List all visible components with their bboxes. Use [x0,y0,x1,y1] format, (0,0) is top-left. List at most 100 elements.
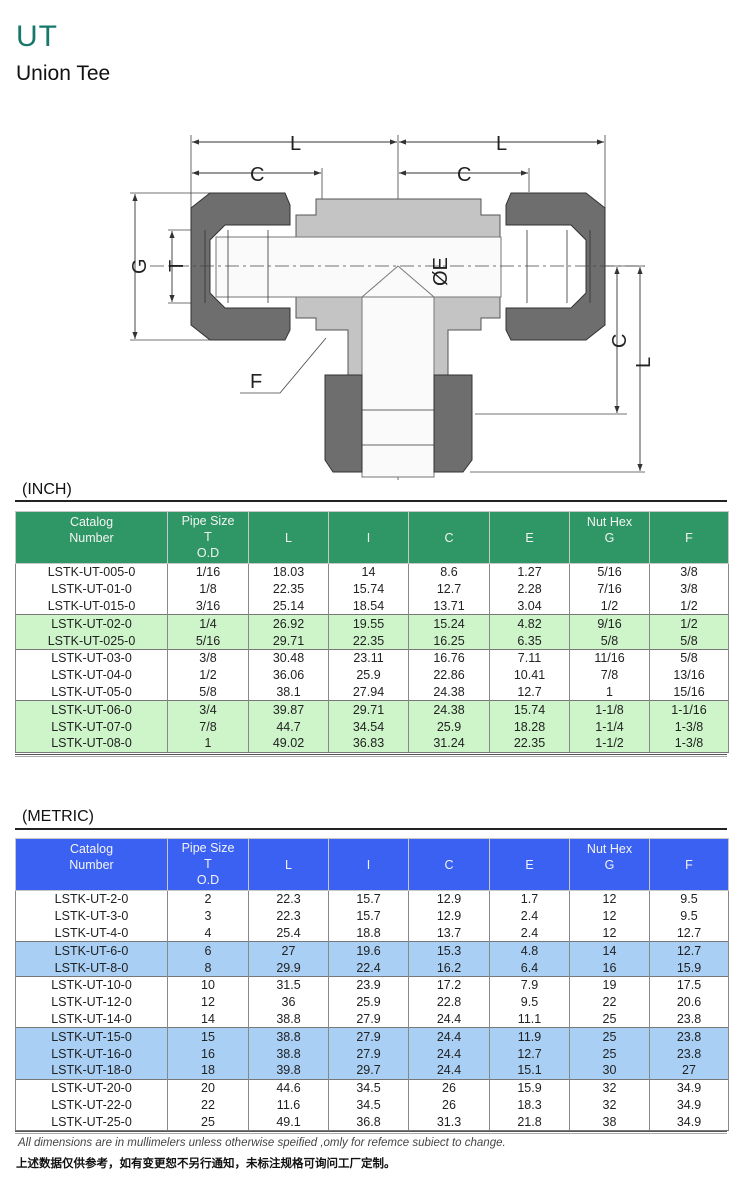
dimension-cell: 5/8 [167,683,249,701]
dimension-cell: 18.8 [328,924,409,942]
dimension-cell: 27.9 [328,1010,409,1028]
dimension-cell: 34.9 [649,1078,729,1097]
dimension-cell: 38.1 [248,683,329,701]
column-header: Catalog Number [15,838,168,891]
catalog-number-cell: LSTK-UT-005-0 [15,562,168,581]
divider [15,1131,727,1132]
dimension-cell: 38.8 [248,1027,329,1046]
dimension-cell: 1-1/16 [649,700,729,719]
dimension-cell: 15/16 [649,683,729,701]
dimension-cell: 12.9 [408,907,490,925]
table-row: LSTK-UT-08-0 1 49.02 36.83 31.24 22.35 1-1/2 1-… [15,734,729,753]
catalog-number-cell: LSTK-UT-04-0 [15,666,168,684]
dimension-cell: 36 [248,993,329,1011]
dimension-cell: 1/8 [167,580,249,598]
column-header-line: Catalog [69,515,114,529]
table-row: LSTK-UT-25-0 25 49.1 36.8 31.3 21.8 38 34.9 [15,1113,729,1132]
dim-label-e: ØE [430,257,452,286]
dimension-cell: 12.9 [408,889,490,908]
dimension-cell: 2 [167,889,249,908]
dimension-cell: 5/8 [649,632,729,650]
dimension-cell: 1/2 [569,597,650,615]
dimension-cell: 3/8 [649,580,729,598]
dimension-cell: 14 [167,1010,249,1028]
dimension-cell: 15.3 [408,941,490,960]
dimension-cell: 3/16 [167,597,249,615]
catalog-number-cell: LSTK-UT-07-0 [15,718,168,735]
dimension-cell: 8.6 [408,562,490,581]
column-header-line: C [444,530,454,545]
dimension-cell: 16.2 [408,959,490,977]
column-header-line: O.D [196,546,220,560]
dimension-cell: 12.7 [489,683,570,701]
dimension-cell: 13.71 [408,597,490,615]
dim-label-l: L [496,133,507,155]
column-header-line: E [525,857,534,872]
dimension-cell: 5/8 [569,632,650,650]
catalog-number-cell: LSTK-UT-3-0 [15,907,168,925]
dimension-cell: 49.1 [248,1113,329,1132]
dimension-cell: 22.4 [328,959,409,977]
catalog-number-cell: LSTK-UT-03-0 [15,648,168,667]
dimension-cell: 18.3 [489,1096,570,1114]
dimension-cell: 44.6 [248,1078,329,1097]
column-header-line: Pipe Size [181,841,235,855]
dimension-cell: 3.04 [489,597,570,615]
table-row: LSTK-UT-8-0 8 29.9 22.4 16.2 6.4 16 15.9 [15,959,729,977]
dimension-cell: 1-1/8 [569,700,650,719]
dimension-cell: 24.38 [408,683,490,701]
dimension-cell: 23.8 [649,1027,729,1046]
dimension-cell: 10 [167,975,249,994]
dimension-cell: 12.7 [489,1045,570,1062]
column-header-line: Number [69,858,114,872]
dimension-cell: 29.71 [248,632,329,650]
divider [15,500,727,502]
dimension-cell: 26 [408,1078,490,1097]
dimension-cell: 44.7 [248,718,329,735]
dimension-cell: 23.11 [328,648,409,667]
catalog-number-cell: LSTK-UT-16-0 [15,1045,168,1062]
column-header-line: E [525,530,534,545]
inch-dimensions-table: Catalog Number Pipe Size T O.D L I C E Nut Hex G F L… [15,511,729,753]
dimension-cell: 27.9 [328,1027,409,1046]
dimension-cell: 1.7 [489,889,570,908]
dimension-cell: 25.9 [328,993,409,1011]
union-tee-diagram: L L C C G T ØE C L F [129,133,655,480]
table-row: LSTK-UT-03-0 3/8 30.48 23.11 16.76 7.11 11/16 5… [15,648,729,667]
column-header-line: F [685,857,693,872]
catalog-number-cell: LSTK-UT-02-0 [15,614,168,633]
table-row: LSTK-UT-15-0 15 38.8 27.9 24.4 11.9 25 23.8 [15,1027,729,1046]
dim-label-c: C [250,164,264,186]
catalog-number-cell: LSTK-UT-12-0 [15,993,168,1011]
footnote-chinese: 上述数据仅供参考，如有变更恕不另行通知，未标注规格可询问工厂定制。 [16,1158,396,1170]
column-header: F [649,511,729,564]
dimension-cell: 5/16 [569,562,650,581]
dimension-cell: 12 [569,889,650,908]
dimension-cell: 8 [167,959,249,977]
dimension-cell: 27 [649,1061,729,1080]
table-row: LSTK-UT-12-0 12 36 25.9 22.8 9.5 22 20.6 [15,993,729,1011]
catalog-number-cell: LSTK-UT-15-0 [15,1027,168,1046]
dimension-cell: 29.71 [328,700,409,719]
dimension-cell: 34.5 [328,1096,409,1114]
dimension-cell: 15.74 [489,700,570,719]
table-row: LSTK-UT-005-0 1/16 18.03 14 8.6 1.27 5/16 3/8 [15,562,729,581]
dimension-cell: 3/4 [167,700,249,719]
column-header-line: C [444,857,454,872]
dimension-cell: 2.28 [489,580,570,598]
table-row: LSTK-UT-015-0 3/16 25.14 18.54 13.71 3.04 1/2 1… [15,597,729,615]
dimension-cell: 11.9 [489,1027,570,1046]
catalog-number-cell: LSTK-UT-08-0 [15,734,168,753]
dimension-cell: 9.5 [649,907,729,925]
footnote-english: All dimensions are in mullimelers unless… [18,1137,506,1149]
dimension-cell: 15.74 [328,580,409,598]
dimension-cell: 29.7 [328,1061,409,1080]
dimension-cell: 1 [167,734,249,753]
dimension-cell: 22.35 [328,632,409,650]
table-row: LSTK-UT-07-0 7/8 44.7 34.54 25.9 18.28 1-1/4 1-… [15,718,729,735]
dimension-cell: 26.92 [248,614,329,633]
dimension-cell: 26 [408,1096,490,1114]
divider [15,754,727,755]
dimension-cell: 27 [248,941,329,960]
dimension-cell: 36.06 [248,666,329,684]
